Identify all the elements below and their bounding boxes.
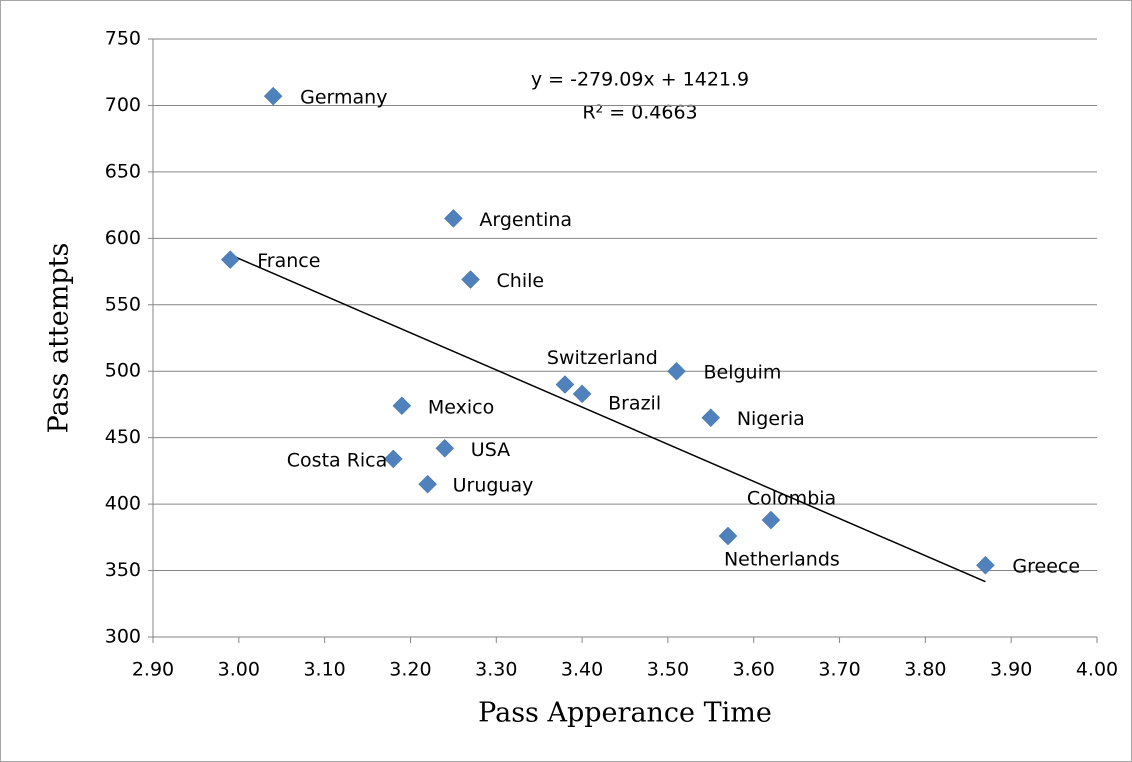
point bbox=[418, 474, 437, 494]
point bbox=[976, 555, 995, 575]
point bbox=[667, 361, 686, 381]
point bbox=[718, 526, 738, 546]
x-tick-label: 3.40 bbox=[561, 659, 603, 681]
x-tick-label: 2.90 bbox=[132, 659, 174, 681]
point bbox=[383, 449, 403, 469]
point-label: Argentina bbox=[479, 209, 572, 231]
trend-r-squared: R² = 0.4663 bbox=[582, 102, 697, 124]
y-tick-label: 500 bbox=[105, 360, 141, 382]
point-label: USA bbox=[471, 439, 510, 461]
point bbox=[461, 270, 480, 289]
point-label: Mexico bbox=[428, 396, 494, 418]
trend-line bbox=[229, 254, 986, 583]
point bbox=[435, 438, 455, 458]
point-label: Belguim bbox=[703, 362, 781, 384]
y-tick-label: 400 bbox=[105, 493, 141, 515]
trend-equation: y = -279.09x + 1421.9 bbox=[531, 69, 749, 91]
y-tick-label: 650 bbox=[105, 160, 141, 182]
point bbox=[392, 396, 412, 416]
x-tick-label: 3.70 bbox=[818, 659, 860, 681]
point-label: Uruguay bbox=[453, 475, 534, 497]
y-tick-label: 350 bbox=[105, 559, 141, 581]
x-tick-label: 3.00 bbox=[218, 659, 260, 681]
point-label: Brazil bbox=[608, 392, 661, 414]
point bbox=[555, 375, 575, 394]
point bbox=[572, 384, 592, 404]
x-axis-title: Pass Apperance Time bbox=[478, 698, 772, 729]
x-tick-label: 3.60 bbox=[733, 659, 775, 681]
x-tick-label: 3.90 bbox=[990, 659, 1032, 681]
point bbox=[701, 408, 721, 428]
point-label: France bbox=[257, 250, 320, 272]
point-label: Nigeria bbox=[737, 408, 805, 430]
point-label: Switzerland bbox=[547, 347, 658, 369]
point-label: Chile bbox=[497, 270, 545, 292]
x-tick-label: 3.30 bbox=[475, 659, 517, 681]
y-tick-label: 450 bbox=[105, 426, 141, 448]
y-tick-label: 700 bbox=[105, 94, 141, 116]
point bbox=[444, 209, 463, 228]
point-label: Colombia bbox=[747, 488, 836, 510]
point-label: Netherlands bbox=[724, 549, 840, 571]
x-tick-label: 3.10 bbox=[303, 659, 345, 681]
y-tick-label: 600 bbox=[105, 227, 141, 249]
point-label: Germany bbox=[300, 87, 387, 109]
x-tick-label: 3.50 bbox=[647, 659, 689, 681]
point-label: Costa Rica bbox=[287, 449, 388, 471]
y-tick-label: 550 bbox=[105, 293, 141, 315]
y-tick-label: 750 bbox=[105, 28, 141, 50]
point bbox=[761, 510, 781, 530]
x-tick-label: 3.80 bbox=[904, 659, 946, 681]
x-tick-label: 4.00 bbox=[1076, 659, 1118, 681]
y-axis-title: Pass attempts bbox=[44, 243, 75, 434]
point bbox=[263, 86, 283, 106]
y-tick-label: 300 bbox=[105, 626, 141, 648]
x-tick-label: 3.20 bbox=[389, 659, 431, 681]
point-label: Greece bbox=[1012, 556, 1080, 578]
point bbox=[220, 250, 240, 269]
